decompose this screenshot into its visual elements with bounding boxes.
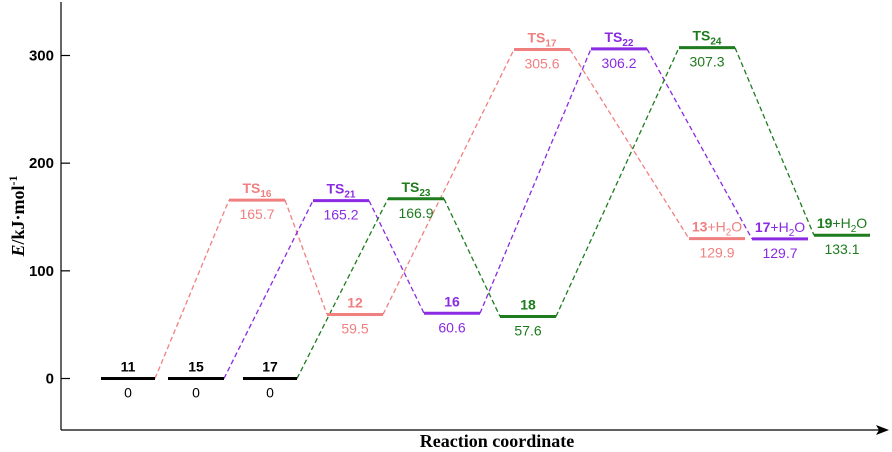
level-name-16: 16: [444, 293, 460, 309]
level-value-12: 59.5: [341, 320, 368, 336]
level-value-15: 0: [192, 385, 200, 401]
green-path-connector-3: [734, 47, 815, 236]
pink-path-connector-0: [154, 199, 230, 379]
purple-path-connector-3: [646, 48, 753, 240]
y-tick-label-300: 300: [29, 48, 54, 65]
level-name-TS24: TS24: [692, 28, 721, 48]
y-axis-title-symbol: E: [8, 245, 28, 258]
pink-path-connector-2: [382, 49, 515, 315]
level-value-TS21: 165.2: [323, 207, 358, 223]
level-value-16: 60.6: [438, 319, 465, 335]
level-name-17: 17: [262, 359, 278, 375]
pink-path-connector-3: [569, 49, 690, 239]
path-connectors: [154, 47, 815, 379]
level-name-TS17: TS17: [527, 29, 556, 49]
level-value-19H2O: 133.1: [824, 241, 859, 257]
x-axis-arrow-icon: [876, 425, 889, 435]
y-axis-title-exponent: -1: [6, 175, 20, 185]
y-axis-title: E/kJ·mol-1: [6, 175, 28, 257]
level-name-TS16: TS16: [242, 180, 271, 200]
level-value-TS23: 166.9: [398, 205, 433, 221]
level-name-TS22: TS22: [604, 29, 633, 49]
x-axis-title: Reaction coordinate: [420, 431, 574, 451]
y-tick-label-200: 200: [29, 155, 54, 172]
pink-path-connector-1: [284, 199, 328, 315]
level-name-TS23: TS23: [401, 179, 430, 199]
level-value-TS17: 305.6: [524, 55, 559, 71]
level-name-13H2O: 13+H2O: [692, 219, 742, 239]
level-name-18: 18: [520, 296, 536, 312]
green-path-connector-1: [443, 198, 501, 317]
energy-levels: [101, 46, 870, 380]
level-value-TS16: 165.7: [239, 206, 274, 222]
purple-path-connector-0: [223, 200, 314, 379]
level-value-17H2O: 129.7: [762, 245, 797, 261]
y-ticks: 0 100 200 300: [29, 48, 70, 388]
level-name-19H2O: 19+H2O: [817, 215, 867, 235]
level-value-18: 57.6: [514, 322, 541, 338]
y-tick-label-0: 0: [46, 371, 54, 388]
y-tick-label-100: 100: [29, 263, 54, 280]
green-path-connector-0: [296, 198, 389, 379]
level-name-TS21: TS21: [326, 181, 355, 201]
axes: [60, 2, 889, 435]
level-value-TS24: 307.3: [689, 54, 724, 70]
purple-path-connector-2: [479, 48, 592, 314]
level-labels: 11 0 15 0 17 0 TS16 165.7 TS21 165.2 TS23 166.9 12 59…: [121, 28, 868, 401]
level-value-13H2O: 129.9: [699, 245, 734, 261]
y-axis-title-unit: /kJ·mol: [8, 185, 28, 245]
level-value-TS22: 306.2: [601, 55, 636, 71]
level-name-11: 11: [121, 359, 136, 375]
level-name-17H2O: 17+H2O: [755, 219, 805, 239]
level-value-11: 0: [124, 385, 132, 401]
green-path-connector-2: [555, 47, 680, 317]
level-name-12: 12: [347, 294, 363, 310]
level-name-15: 15: [188, 359, 204, 375]
level-value-17: 0: [266, 385, 274, 401]
